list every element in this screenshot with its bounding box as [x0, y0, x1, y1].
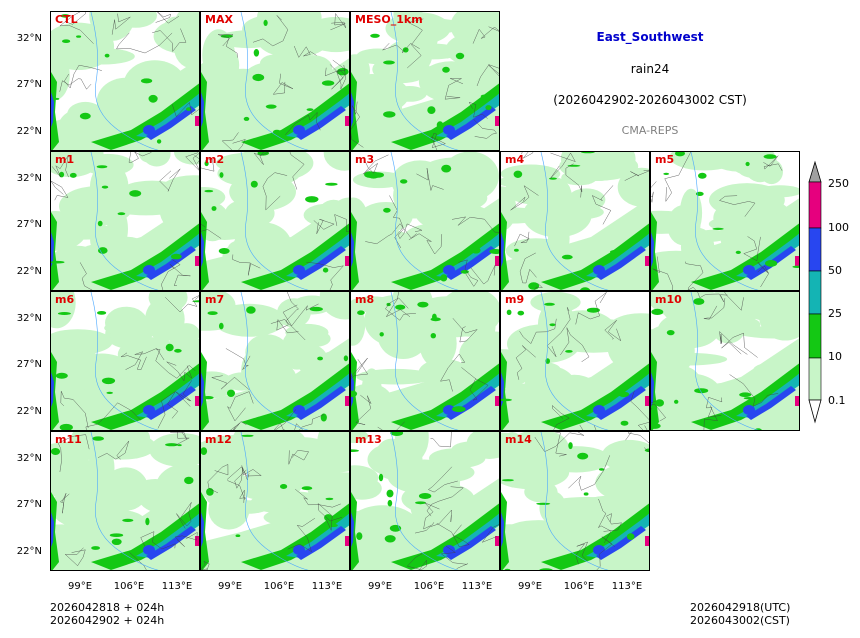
panel-label: CTL [55, 13, 78, 26]
panel-label: m3 [355, 153, 375, 166]
colorbar-arrow-bottom [808, 399, 822, 424]
map-panel-m3: m3 [350, 151, 500, 291]
source-title: CMA-REPS [621, 124, 679, 137]
x-tick-label: 113°E [311, 581, 343, 592]
x-tick-label: 106°E [113, 581, 145, 592]
panel-label: m8 [355, 293, 375, 306]
init-time-cst: 2026042902 + 024h [50, 614, 165, 627]
y-tick-label: 22°N [16, 546, 42, 557]
colorbar-segment-10-25 [808, 313, 822, 359]
map-panel-m2: m2 [200, 151, 350, 291]
y-tick-label: 32°N [16, 33, 42, 44]
map-panel-m8: m8 [350, 291, 500, 431]
x-tick-label: 106°E [563, 581, 595, 592]
colorbar-arrow-top [808, 160, 822, 183]
panel-label: m6 [55, 293, 75, 306]
y-tick-label: 32°N [16, 313, 42, 324]
map-panel-m9: m9 [500, 291, 650, 431]
x-tick-label: 99°E [67, 581, 93, 592]
colorbar-segment-100-250 [808, 181, 822, 229]
panel-label: m12 [205, 433, 232, 446]
panel-label: m1 [55, 153, 75, 166]
panel-label: m4 [505, 153, 525, 166]
init-time-utc: 2026042818 + 024h [50, 601, 165, 614]
map-panel-m4: m4 [500, 151, 650, 291]
colorbar-label-0.1: 0.1 [828, 394, 846, 407]
map-panel-m1: m1 [50, 151, 200, 291]
x-tick-label: 106°E [413, 581, 445, 592]
panel-label: m10 [655, 293, 682, 306]
colorbar-label-100: 100 [828, 221, 849, 234]
panel-label: m5 [655, 153, 675, 166]
x-tick-label: 106°E [263, 581, 295, 592]
map-panel-m12: m12 [200, 431, 350, 571]
variable-title: rain24 [630, 62, 670, 76]
map-panel-max: MAX [200, 11, 350, 151]
region-title: East_Southwest [596, 30, 704, 44]
map-panel-m14: m14 [500, 431, 650, 571]
y-tick-label: 27°N [16, 359, 42, 370]
map-panel-ctl: CTL [50, 11, 200, 151]
panel-label: MESO_1km [355, 13, 423, 26]
y-tick-label: 27°N [16, 219, 42, 230]
colorbar-segment-50-100 [808, 227, 822, 272]
map-panel-m11: m11 [50, 431, 200, 571]
period-title: (2026042902-2026043002 CST) [553, 93, 747, 107]
x-tick-label: 99°E [217, 581, 243, 592]
colorbar-label-50: 50 [828, 264, 842, 277]
x-tick-label: 113°E [161, 581, 193, 592]
valid-time-utc: 2026042918(UTC) [690, 601, 791, 614]
x-tick-label: 99°E [367, 581, 393, 592]
y-tick-label: 22°N [16, 266, 42, 277]
y-tick-label: 22°N [16, 406, 42, 417]
x-tick-label: 113°E [461, 581, 493, 592]
colorbar-label-25: 25 [828, 307, 842, 320]
x-tick-label: 99°E [517, 581, 543, 592]
y-tick-label: 32°N [16, 453, 42, 464]
map-panel-m13: m13 [350, 431, 500, 571]
y-tick-label: 27°N [16, 79, 42, 90]
colorbar-label-250: 250 [828, 177, 849, 190]
panel-label: m7 [205, 293, 225, 306]
y-tick-label: 27°N [16, 499, 42, 510]
panel-label: MAX [205, 13, 233, 26]
x-tick-label: 113°E [611, 581, 643, 592]
colorbar-label-10: 10 [828, 350, 842, 363]
colorbar [808, 160, 822, 425]
panel-label: m13 [355, 433, 382, 446]
map-panel-m6: m6 [50, 291, 200, 431]
colorbar-segment-0.1-10 [808, 357, 822, 401]
panel-label: m14 [505, 433, 532, 446]
panel-label: m2 [205, 153, 225, 166]
map-panel-m5: m5 [650, 151, 800, 291]
map-panel-m7: m7 [200, 291, 350, 431]
panel-label: m9 [505, 293, 525, 306]
y-tick-label: 32°N [16, 173, 42, 184]
colorbar-segment-25-50 [808, 270, 822, 315]
map-panel-meso-1km: MESO_1km [350, 11, 500, 151]
y-tick-label: 22°N [16, 126, 42, 137]
map-panel-m10: m10 [650, 291, 800, 431]
panel-label: m11 [55, 433, 82, 446]
valid-time-cst: 2026043002(CST) [690, 614, 790, 627]
